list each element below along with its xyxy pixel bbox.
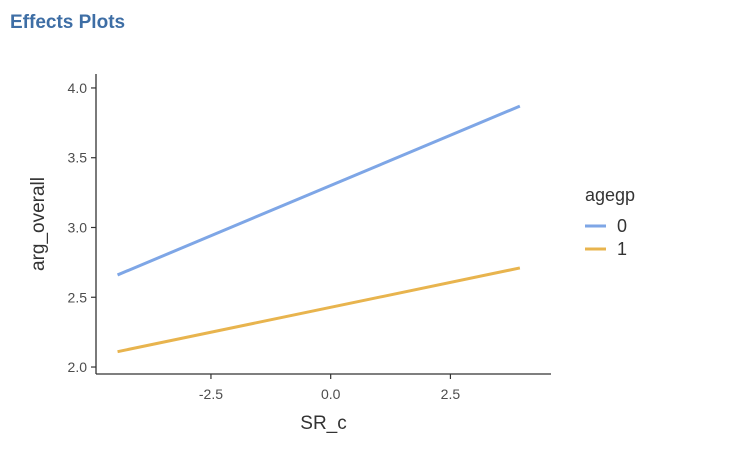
legend: agegp 0 1 (585, 185, 635, 259)
y-axis: 2.0 2.5 3.0 3.5 4.0 (68, 74, 97, 375)
x-axis: -2.5 0.0 2.5 (96, 373, 551, 402)
y-axis-title: arg_overall (28, 177, 49, 271)
y-tick-label: 3.5 (68, 150, 88, 166)
legend-label-1: 1 (617, 239, 627, 259)
y-tick-label: 3.0 (68, 219, 88, 235)
x-tick-label: -2.5 (199, 386, 223, 402)
x-tick-label: 0.0 (321, 386, 341, 402)
series-line-1 (117, 266, 521, 354)
x-axis-title: SR_c (300, 413, 346, 434)
legend-label-0: 0 (617, 216, 627, 236)
legend-title: agegp (585, 185, 635, 205)
y-tick-label: 2.5 (68, 289, 88, 305)
y-tick-label: 4.0 (68, 80, 88, 96)
series-lines (116, 104, 521, 354)
y-tick-label: 2.0 (68, 359, 88, 375)
panel-title: Effects Plots (10, 12, 126, 33)
series-line-0 (116, 104, 521, 277)
x-tick-label: 2.5 (441, 386, 461, 402)
